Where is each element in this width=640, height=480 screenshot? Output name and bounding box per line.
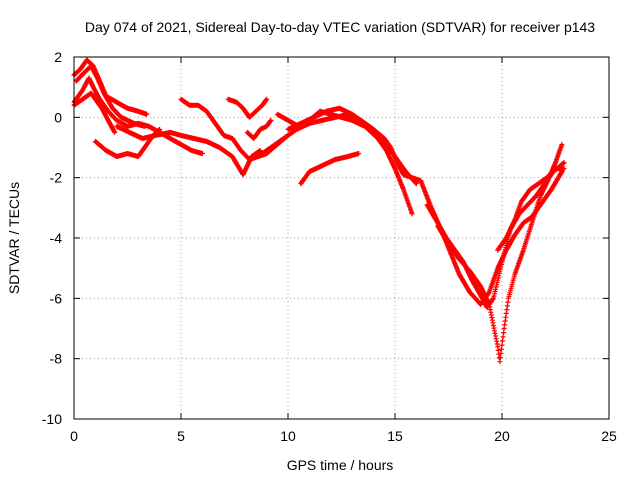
y-tick-label: -8 [50,351,63,367]
x-tick-label: 20 [494,428,510,444]
series-track [285,105,419,187]
chart-title: Day 074 of 2021, Sidereal Day-to-day VTE… [85,19,595,35]
x-tick-label: 10 [280,428,296,444]
grid-lines [74,57,609,419]
y-tick-label: -4 [50,230,63,246]
series-track [244,117,274,141]
y-tick-label: 0 [54,109,62,125]
y-tick-label: -2 [50,170,63,186]
data-series [71,57,567,365]
y-tick-label: -6 [50,290,63,306]
series-track [73,63,148,129]
series-track [114,123,263,178]
series-track [495,166,567,253]
x-tick-label: 15 [387,428,403,444]
plot-frame [73,56,610,420]
series-track [71,75,205,156]
y-tick-label: 2 [54,49,62,65]
series-track [225,96,270,120]
x-axis-label: GPS time / hours [287,457,394,473]
x-tick-label: 25 [601,428,617,444]
y-tick-label: -10 [42,411,62,427]
x-tick-label: 0 [70,428,78,444]
series-track [298,151,362,187]
y-axis-label: SDTVAR / TECUs [6,182,22,294]
series-track [435,142,565,365]
x-tick-label: 5 [177,428,185,444]
